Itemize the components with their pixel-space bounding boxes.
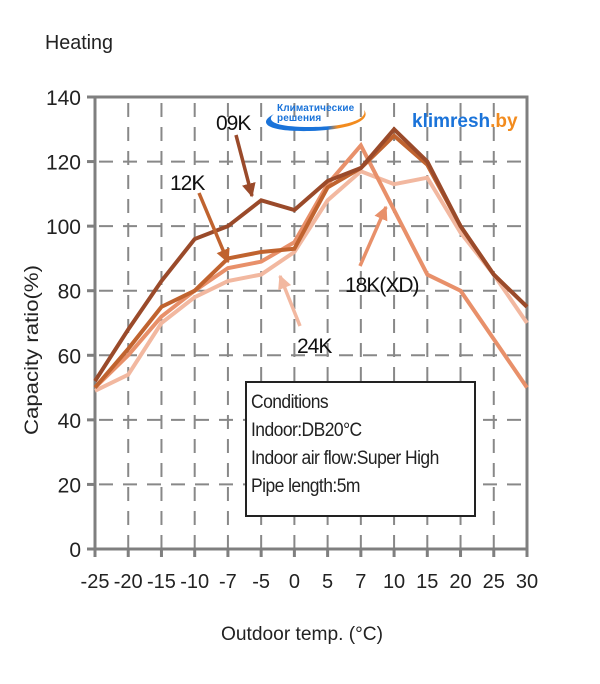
x-tick-label: 10 bbox=[383, 571, 405, 593]
y-tick-label: 120 bbox=[46, 152, 81, 175]
y-tick-label: 60 bbox=[58, 345, 81, 368]
conditions-pipe: Pipe length:5m bbox=[251, 476, 360, 497]
annotation-label: 09K bbox=[216, 112, 251, 135]
brand-line-2: решения bbox=[277, 113, 322, 124]
conditions-indoor: Indoor:DB20°C bbox=[251, 420, 362, 441]
site-tld: .by bbox=[490, 111, 518, 132]
series-lines bbox=[93, 126, 529, 393]
x-tick-label: 5 bbox=[322, 571, 333, 593]
y-tick-label: 40 bbox=[58, 410, 81, 433]
series-line-09k bbox=[93, 126, 529, 383]
site-main: klimresh bbox=[412, 111, 491, 132]
x-tick-label: 15 bbox=[416, 571, 438, 593]
watermark-logo: Климатические решения bbox=[260, 100, 372, 136]
y-tick-label: 0 bbox=[69, 539, 81, 562]
brand-line-1: Климатические bbox=[277, 103, 355, 114]
chart-title: Heating bbox=[45, 32, 113, 54]
annotation-label: 18K(XD) bbox=[345, 274, 419, 297]
y-tick-label: 20 bbox=[58, 474, 81, 497]
x-tick-label: -5 bbox=[252, 571, 270, 593]
y-tick-label: 100 bbox=[46, 216, 81, 239]
series-line-24k bbox=[94, 168, 529, 393]
series-line-18k-xd bbox=[93, 141, 529, 390]
x-tick-labels: -25 -20 -15 -10 -7 -5 0 5 7 10 15 20 25 30 bbox=[81, 571, 539, 593]
conditions-title: Conditions bbox=[251, 392, 329, 413]
y-axis-label: Capacity ratio(%) bbox=[22, 265, 43, 435]
x-tick-label: 7 bbox=[355, 571, 366, 593]
x-tick-label: 0 bbox=[289, 571, 300, 593]
annotation-label: 12K bbox=[170, 172, 205, 195]
x-axis-label: Outdoor temp. (°C) bbox=[221, 624, 383, 645]
x-tick-label: -15 bbox=[147, 571, 176, 593]
x-tick-label: 30 bbox=[516, 571, 538, 593]
y-tick-label: 140 bbox=[46, 87, 81, 110]
annotation-label: 24K bbox=[297, 335, 332, 358]
annotations: 09K 12K 18K(XD) 24K bbox=[170, 112, 420, 358]
x-tick-label: -10 bbox=[180, 571, 209, 593]
conditions-box: Conditions Indoor:DB20°C Indoor air flow… bbox=[245, 381, 476, 517]
y-tick-labels: 0 20 40 60 80 100 120 140 bbox=[46, 87, 81, 562]
annotation-arrow bbox=[358, 205, 388, 267]
annotation-arrow bbox=[278, 274, 302, 327]
annotation-arrow bbox=[234, 134, 256, 198]
conditions-airflow: Indoor air flow:Super High bbox=[251, 448, 439, 469]
annotation-arrow bbox=[197, 192, 230, 264]
y-tick-label: 80 bbox=[58, 281, 81, 304]
watermark-site: klimresh.by bbox=[412, 111, 518, 133]
x-tick-label: -25 bbox=[81, 571, 110, 593]
x-tick-label: -7 bbox=[219, 571, 237, 593]
x-tick-label: -20 bbox=[114, 571, 143, 593]
x-tick-label: 25 bbox=[483, 571, 505, 593]
x-tick-label: 20 bbox=[449, 571, 471, 593]
logo-swoosh-icon bbox=[265, 110, 366, 132]
